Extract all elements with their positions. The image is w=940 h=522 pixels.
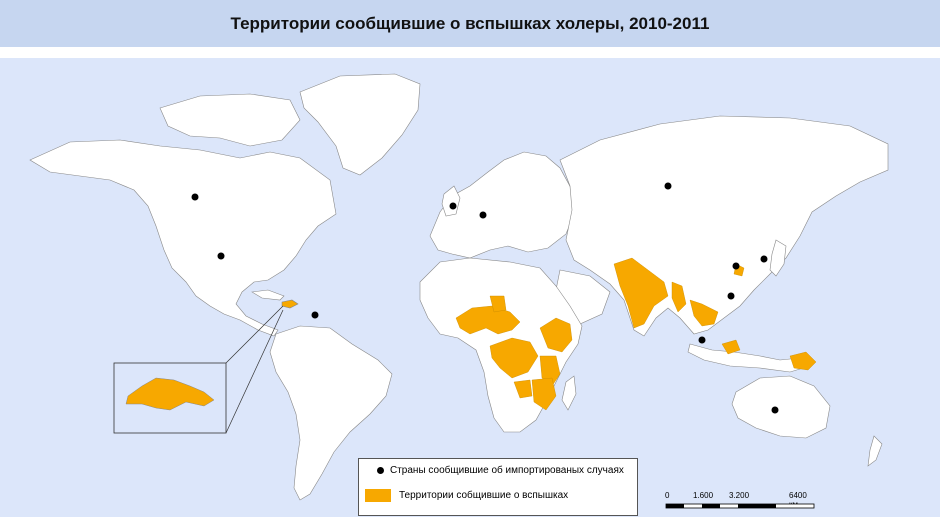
legend: Страны сообщившие об импортированых случ… <box>358 458 638 516</box>
marker-germany <box>479 211 487 219</box>
imported-case-markers <box>191 182 779 414</box>
marker-japan <box>760 255 768 263</box>
legend-row-outbreak: Территории собщившие о вспышках <box>365 489 568 502</box>
outbreak-papua <box>789 351 817 371</box>
land-greenland <box>299 73 421 176</box>
land-arctic-islands <box>159 93 301 147</box>
marker-russia <box>664 182 672 190</box>
marker-usa <box>217 252 225 260</box>
land-asia <box>559 115 889 337</box>
outbreak-indonesia <box>721 339 741 355</box>
legend-row-imported: Страны сообщившие об импортированых случ… <box>365 465 624 476</box>
marker-uk <box>449 202 457 210</box>
imported-marker-icon <box>377 467 384 474</box>
scale-bar-graphic <box>665 503 815 509</box>
outbreak-east-africa <box>539 317 573 353</box>
map-title: Территории сообщившие о вспышках холеры,… <box>230 13 710 33</box>
outbreak-india <box>613 257 669 329</box>
inset-hispaniola <box>113 305 284 434</box>
marker-vietnam <box>727 292 735 300</box>
land-japan <box>769 239 787 277</box>
land-south-america <box>269 325 393 501</box>
land-new-zealand <box>867 435 883 467</box>
world-map <box>29 73 889 501</box>
land-hispaniola <box>281 299 299 309</box>
inset-haiti-dr-shape <box>125 377 215 411</box>
marker-malaysia <box>698 336 706 344</box>
title-bar: Территории сообщившие о вспышках холеры,… <box>0 0 940 47</box>
marker-caribbean <box>311 311 319 319</box>
land-uk <box>441 185 461 217</box>
outbreak-mozambique <box>531 377 557 411</box>
outbreak-west-africa <box>455 305 521 335</box>
scale-bar: 0 1.600 3.200 6400 км <box>665 491 815 513</box>
marker-canada <box>191 193 199 201</box>
land-cuba <box>251 289 285 301</box>
outbreak-swatch-icon <box>365 489 391 502</box>
outbreak-regions <box>455 257 817 411</box>
land-australia <box>731 375 831 439</box>
marker-china <box>732 262 740 270</box>
land-madagascar <box>561 375 577 411</box>
marker-australia <box>771 406 779 414</box>
scale-label-0: 0 <box>665 491 670 500</box>
outbreak-myanmar <box>671 281 687 313</box>
outbreak-thailand-cambodia <box>689 299 719 327</box>
outbreak-chad <box>489 295 507 313</box>
legend-imported-label: Страны сообщившие об импортированых случ… <box>390 465 624 476</box>
map-area <box>0 58 940 517</box>
land-north-america <box>29 139 337 337</box>
legend-outbreak-label: Территории собщившие о вспышках <box>399 490 569 501</box>
outbreak-central-africa <box>489 337 539 379</box>
scale-label-3200: 3.200 <box>729 491 750 500</box>
scale-label-1600: 1.600 <box>693 491 714 500</box>
outbreak-zambia <box>513 379 533 399</box>
